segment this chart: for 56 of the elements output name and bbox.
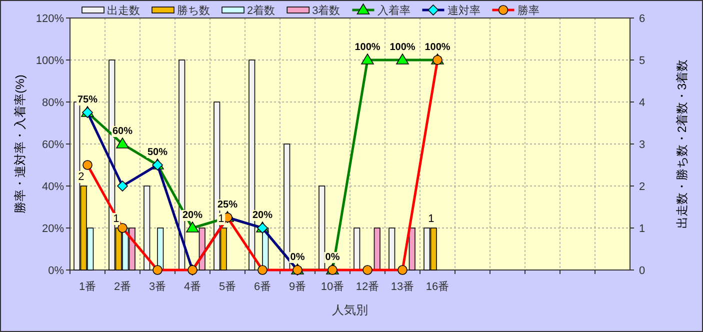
y-axis-title: 勝率・連対率・入着率(%)	[13, 74, 27, 214]
x-tick-label: 5番	[218, 280, 236, 293]
data-label: 60%	[112, 126, 133, 137]
data-label: 100%	[390, 42, 416, 53]
bar	[388, 228, 396, 270]
y-tick-label: 0%	[48, 265, 64, 277]
y2-tick-label: 3	[639, 139, 646, 151]
legend-label: 2着数	[247, 4, 276, 17]
data-label: 0%	[325, 252, 340, 263]
data-label: 2	[78, 171, 84, 183]
x-tick-label: 16番	[426, 280, 450, 293]
x-tick-label: 6番	[254, 280, 272, 293]
x-tick-label: 2番	[114, 280, 132, 293]
y-tick-label: 60%	[42, 139, 64, 151]
data-label: 100%	[424, 42, 450, 53]
data-label: 0%	[290, 252, 305, 263]
x-tick-label: 9番	[288, 280, 306, 293]
x-axis-title: 人気別	[332, 303, 368, 317]
x-tick-label: 13番	[390, 280, 414, 293]
y-tick-label: 120%	[36, 13, 64, 25]
legend-label: 3着数	[312, 4, 340, 17]
legend-label: 勝率	[517, 4, 540, 17]
x-tick-label: 1番	[78, 280, 96, 293]
legend-label: 出走数	[107, 4, 140, 17]
x-tick-label: 12番	[356, 280, 380, 293]
legend-label: 入着率	[377, 4, 410, 17]
legend-label: 連対率	[447, 4, 480, 17]
data-label: 50%	[147, 147, 168, 158]
bar	[144, 186, 150, 270]
data-label: 75%	[77, 94, 98, 106]
y2-tick-label: 5	[639, 55, 646, 67]
y-tick-label: 40%	[42, 181, 64, 193]
data-label: 20%	[252, 210, 273, 221]
y-tick-label: 20%	[42, 223, 64, 235]
data-label: 25%	[217, 200, 238, 210]
bar	[374, 228, 380, 270]
y-tick-label: 80%	[42, 97, 64, 109]
bar	[284, 144, 290, 270]
data-label: 20%	[182, 210, 203, 221]
y-tick-label: 100%	[36, 55, 64, 67]
y2-axis-title: 出走数・勝ち数・2着数・3着数	[675, 59, 689, 229]
data-label: 1	[218, 213, 224, 225]
legend-label: 勝ち数	[177, 5, 210, 17]
y2-tick-label: 4	[639, 97, 646, 109]
y2-tick-label: 1	[639, 223, 646, 235]
y2-tick-label: 2	[639, 181, 646, 193]
data-label: 1	[428, 213, 434, 225]
y2-tick-label: 6	[639, 13, 646, 25]
x-tick-label: 3番	[148, 280, 166, 293]
bar	[354, 228, 360, 270]
data-label: 100%	[354, 42, 380, 53]
y2-tick-label: 0	[639, 265, 646, 277]
x-tick-label: 10番	[320, 280, 344, 293]
bar	[318, 186, 326, 270]
data-label: 1	[113, 213, 120, 225]
x-tick-label: 4番	[184, 280, 202, 293]
